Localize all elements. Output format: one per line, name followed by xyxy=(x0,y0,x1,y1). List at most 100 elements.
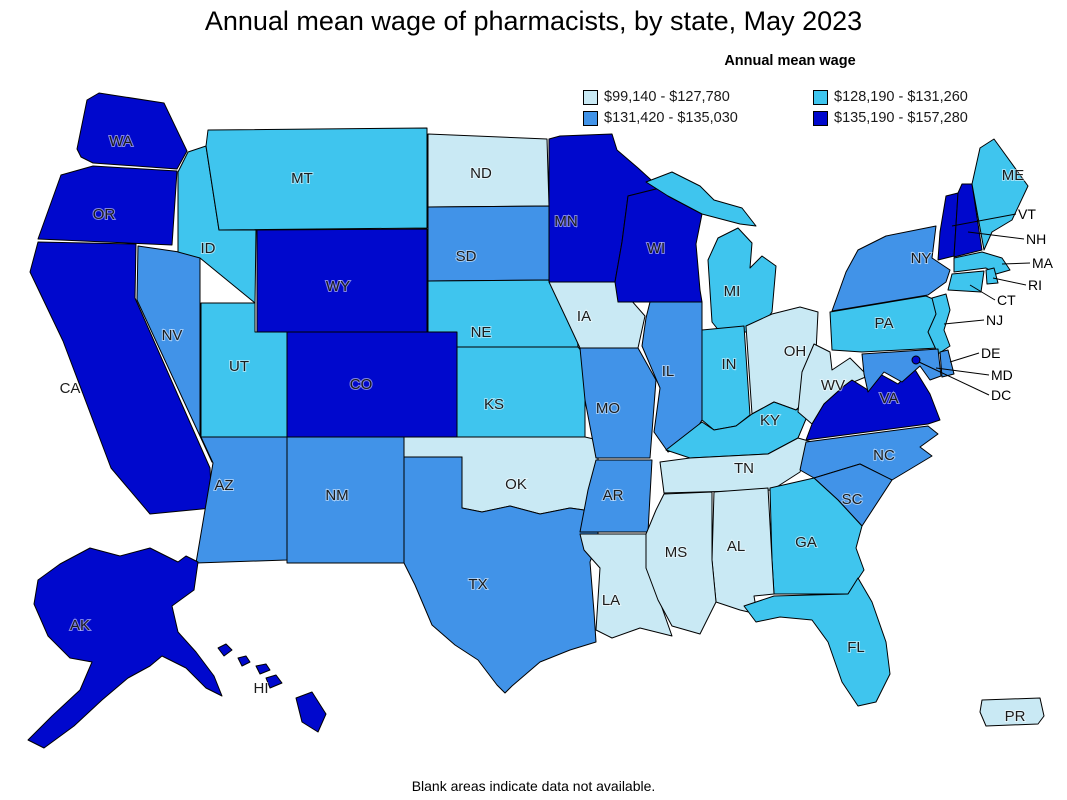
state-label-nv: NV xyxy=(162,327,183,344)
state-label-oh: OH xyxy=(784,343,807,360)
state-label-hi: HI xyxy=(254,680,269,697)
state-label-wy: WY xyxy=(326,278,350,295)
callout-line-nh xyxy=(967,231,1025,240)
state-label-me: ME xyxy=(1002,167,1025,184)
state-maryland xyxy=(861,348,942,393)
callout-label-vt: VT xyxy=(1018,206,1036,222)
legend-label-4: $135,190 - $157,280 xyxy=(834,110,968,126)
callout-label-md: MD xyxy=(991,367,1013,383)
callout-line-nj xyxy=(943,319,985,325)
callout-line-dc xyxy=(918,361,990,396)
state-oregon xyxy=(37,165,178,246)
state-label-ut: UT xyxy=(229,358,249,375)
state-michigan-upper-peninsula xyxy=(645,171,757,227)
state-missouri xyxy=(579,347,657,459)
state-hawaii-oahu xyxy=(237,655,251,667)
state-district-of-columbia xyxy=(911,355,921,365)
state-label-ca: CA xyxy=(60,380,81,397)
legend-item-4: $135,190 - $157,280 xyxy=(813,110,968,126)
callout-line-vt xyxy=(951,213,1017,227)
state-label-mn: MN xyxy=(554,213,577,230)
state-label-pa: PA xyxy=(875,315,894,332)
state-florida xyxy=(743,577,891,707)
state-label-sc: SC xyxy=(842,491,863,508)
state-label-ky: KY xyxy=(760,412,780,429)
state-new-hampshire xyxy=(953,183,983,258)
state-label-tn: TN xyxy=(734,460,754,477)
state-label-co: CO xyxy=(350,376,373,393)
state-new-york xyxy=(831,225,951,312)
state-hawaii-big-island xyxy=(295,691,327,733)
state-label-ga: GA xyxy=(795,534,817,551)
state-texas xyxy=(403,456,599,694)
state-label-pr: PR xyxy=(1005,708,1026,725)
state-connecticut xyxy=(947,270,985,293)
state-label-ks: KS xyxy=(484,396,504,413)
legend-item-1: $99,140 - $127,780 xyxy=(583,89,730,105)
legend-swatch-4 xyxy=(813,110,828,126)
state-label-wi: WI xyxy=(647,240,665,257)
state-label-ar: AR xyxy=(603,487,624,504)
chart-title: Annual mean wage of pharmacists, by stat… xyxy=(204,6,863,36)
state-montana xyxy=(205,127,428,231)
state-label-il: IL xyxy=(662,363,675,380)
state-label-mi: MI xyxy=(724,283,741,300)
callout-label-ma: MA xyxy=(1032,255,1054,271)
callout-line-md xyxy=(935,367,990,376)
state-california xyxy=(29,241,213,515)
callout-label-ct: CT xyxy=(997,292,1016,308)
callout-label-nj: NJ xyxy=(986,312,1003,328)
callout-label-nh: NH xyxy=(1026,231,1046,247)
state-maine xyxy=(971,138,1029,251)
state-label-va: VA xyxy=(880,390,899,407)
state-label-wa: WA xyxy=(109,133,133,150)
state-label-la: LA xyxy=(602,592,620,609)
state-label-al: AL xyxy=(727,538,745,555)
state-label-tx: TX xyxy=(468,576,487,593)
state-label-mo: MO xyxy=(596,400,620,417)
state-alaska xyxy=(27,547,223,749)
callout-label-ri: RI xyxy=(1028,277,1042,293)
legend-swatch-2 xyxy=(813,89,828,105)
state-massachusetts xyxy=(953,251,1011,275)
state-label-az: AZ xyxy=(214,477,233,494)
state-indiana xyxy=(701,325,751,431)
footnote: Blank areas indicate data not available. xyxy=(411,778,656,794)
state-hawaii-kauai xyxy=(217,643,233,657)
state-label-nc: NC xyxy=(873,447,895,464)
legend-label-3: $131,420 - $135,030 xyxy=(604,110,738,126)
state-kansas xyxy=(456,346,586,438)
state-south-dakota xyxy=(427,205,554,282)
state-label-id: ID xyxy=(201,240,216,257)
state-label-or: OR xyxy=(93,206,116,223)
state-label-ny: NY xyxy=(911,250,932,267)
state-label-mt: MT xyxy=(291,170,313,187)
legend-label-1: $99,140 - $127,780 xyxy=(604,89,730,105)
state-label-ia: IA xyxy=(577,308,591,325)
state-label-ne: NE xyxy=(471,324,492,341)
state-hawaii-maui xyxy=(265,674,283,689)
callout-label-dc: DC xyxy=(991,387,1011,403)
territory-puerto-rico xyxy=(979,697,1045,727)
callout-line-de xyxy=(949,352,980,363)
state-north-carolina xyxy=(799,425,939,481)
state-label-in: IN xyxy=(722,356,737,373)
callout-line-ma xyxy=(1001,262,1031,265)
legend-item-2: $128,190 - $131,260 xyxy=(813,89,968,105)
state-virginia xyxy=(805,367,941,441)
state-new-jersey xyxy=(927,293,951,355)
state-label-ms: MS xyxy=(665,544,688,561)
callout-line-ri xyxy=(992,277,1027,286)
legend-title: Annual mean wage xyxy=(724,53,856,69)
state-hawaii-molokai xyxy=(255,663,271,675)
state-label-wv: WV xyxy=(821,377,845,394)
state-label-ak: AK xyxy=(70,617,90,634)
state-label-nm: NM xyxy=(325,487,348,504)
state-arizona xyxy=(195,436,288,564)
legend-swatch-3 xyxy=(583,110,598,126)
state-rhode-island xyxy=(985,267,999,285)
legend-swatch-1 xyxy=(583,89,598,105)
state-arkansas xyxy=(579,459,653,533)
